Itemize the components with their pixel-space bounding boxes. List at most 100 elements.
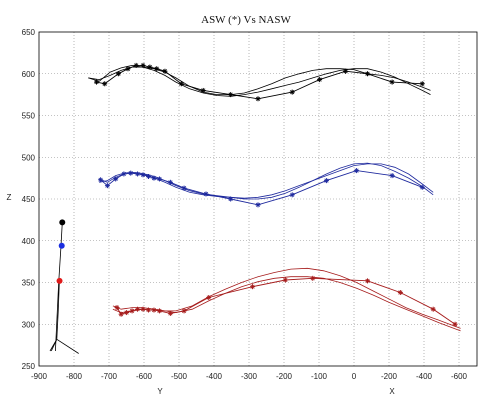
bottom-asw-point — [146, 307, 151, 313]
y-tick-label: 600 — [22, 70, 36, 79]
top-asw-point — [389, 79, 395, 85]
middle-nasw-line — [99, 163, 434, 199]
y-tick-label: 350 — [22, 279, 36, 288]
bottom-asw-point — [151, 307, 157, 313]
top-asw-point — [162, 68, 168, 74]
x-tick-label: -300 — [241, 372, 258, 381]
x-tick-label: -900 — [31, 372, 48, 381]
top-asw-point — [125, 66, 131, 72]
bottom-nasw-line — [112, 276, 461, 332]
skeleton-figure — [49, 219, 79, 354]
top-asw-point — [255, 96, 261, 102]
bottom-asw-line — [116, 277, 456, 325]
skeleton-segment — [56, 282, 60, 340]
x-tick-label: -400 — [206, 372, 223, 381]
y-axis-label: Z — [7, 193, 12, 202]
bottom-asw-point — [114, 305, 120, 311]
top-asw-point — [317, 77, 323, 83]
bottom-asw-point — [452, 321, 458, 327]
y-tick-label: 250 — [22, 362, 36, 371]
bottom-asw-point — [250, 284, 256, 290]
bottom-asw-point — [124, 310, 130, 316]
x-tick-label: -600 — [451, 372, 468, 381]
chart-title: ASW (*) Vs NASW — [201, 14, 291, 26]
middle-asw-point — [181, 185, 187, 191]
plot-frame — [38, 31, 478, 367]
top-asw-point — [93, 79, 99, 85]
bottom-asw-point — [365, 278, 370, 284]
middle-asw-point — [419, 184, 425, 190]
y-tick-labels: 250 300 350 400 450 500 550 600 650 — [22, 28, 36, 371]
middle-asw-point — [98, 177, 104, 183]
top-asw-point — [115, 71, 121, 77]
middle-asw-point — [146, 173, 151, 179]
y-tick-label: 500 — [22, 153, 36, 162]
x-tick-label: -600 — [136, 372, 153, 381]
bottom-asw-point — [140, 306, 146, 312]
bottom-asw-point — [310, 275, 316, 281]
series-layer — [88, 62, 461, 332]
skeleton-segment — [55, 222, 63, 352]
top-asw-point — [343, 68, 349, 74]
middle-nasw-line — [99, 162, 434, 200]
bottom-asw-point — [206, 295, 212, 301]
y-tick-label: 550 — [22, 112, 36, 121]
middle-asw-point — [128, 170, 134, 176]
skeleton-joint — [59, 219, 66, 226]
top-asw-point — [147, 64, 153, 70]
top-asw-point — [102, 81, 108, 87]
x-axis-label-x: X — [389, 387, 395, 396]
middle-asw-point — [289, 192, 295, 198]
top-asw-point — [154, 66, 160, 72]
middle-asw-point — [135, 171, 141, 177]
bottom-asw-point — [129, 308, 135, 314]
top-asw-point — [178, 81, 184, 87]
top-asw-point — [200, 87, 206, 93]
middle-asw-point — [104, 183, 110, 189]
skeleton-segment — [49, 339, 58, 352]
x-tick-label: -700 — [101, 372, 118, 381]
bottom-asw-point — [156, 308, 162, 314]
y-tick-label: 450 — [22, 195, 36, 204]
bottom-asw-point — [118, 311, 124, 317]
middle-asw-point — [156, 176, 162, 182]
middle-asw-point — [389, 173, 395, 179]
middle-asw-point — [121, 171, 127, 177]
skeleton-joint — [58, 242, 65, 249]
middle-asw-point — [151, 175, 157, 181]
x-tick-label: -400 — [416, 372, 433, 381]
bottom-asw-point — [181, 308, 187, 314]
middle-asw-point — [228, 196, 234, 202]
bottom-asw-point — [135, 306, 141, 312]
middle-asw-point — [203, 191, 209, 197]
y-tick-label: 300 — [22, 320, 36, 329]
x-tick-label: -500 — [171, 372, 188, 381]
bottom-asw-point — [430, 306, 436, 312]
top-asw-point — [419, 81, 425, 87]
x-tick-label: -200 — [276, 372, 293, 381]
middle-asw-point — [167, 179, 173, 185]
bottom-asw-point — [167, 310, 173, 316]
middle-asw-point — [113, 176, 119, 182]
top-asw-point — [133, 62, 139, 68]
middle-asw-point — [354, 168, 360, 174]
x-tick-label: 0 — [352, 372, 357, 381]
bottom-asw-point — [282, 277, 288, 283]
top-asw-point — [365, 71, 370, 77]
bottom-asw-point — [397, 290, 403, 296]
top-nasw-line — [88, 64, 431, 97]
x-axis-label-y: Y — [157, 387, 163, 396]
x-tick-label: -200 — [381, 372, 398, 381]
skeleton-segment — [56, 338, 79, 354]
y-tick-label: 650 — [22, 28, 36, 37]
x-tick-label: -800 — [66, 372, 83, 381]
y-tick-label: 400 — [22, 237, 36, 246]
x-tick-labels: -900 -800 -700 -600 -500 -400 -300 -200 -100 0 -20… — [31, 372, 468, 381]
middle-asw-point — [140, 172, 146, 178]
middle-asw-point — [323, 178, 329, 184]
top-asw-point — [228, 92, 234, 98]
top-asw-point — [289, 89, 295, 95]
skeleton-joint — [56, 277, 63, 284]
x-tick-label: -100 — [311, 372, 328, 381]
